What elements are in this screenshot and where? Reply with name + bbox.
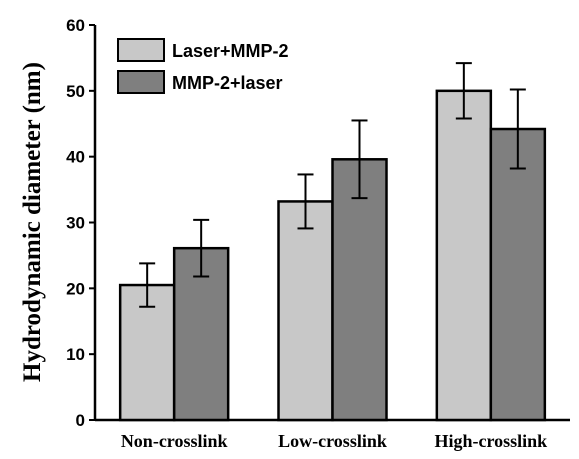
x-category-label: Low-crosslink: [278, 431, 387, 451]
y-axis-title: Hydrodynamic diameter (nm): [19, 62, 46, 382]
legend-swatch: [117, 38, 165, 62]
y-tick-label: 40: [66, 148, 85, 167]
x-categories: Non-crosslink Low-crosslink High-crosslink: [121, 431, 547, 451]
legend-swatch: [117, 70, 165, 94]
y-tick-label: 50: [66, 82, 85, 101]
bar-mmp2-laser: [331, 158, 388, 422]
y-tick-label: 60: [66, 16, 85, 35]
x-category-label: Non-crosslink: [121, 431, 228, 451]
bar-mmp2-laser: [489, 127, 547, 422]
bar-laser-mmp2: [277, 200, 334, 422]
legend-label: Laser+MMP-2: [172, 41, 289, 61]
y-ticks: 0 10 20 30 40 50 60: [66, 16, 95, 430]
y-tick-label: 10: [66, 345, 85, 364]
bars: [118, 89, 547, 422]
error-bars: [139, 62, 526, 308]
y-tick-label: 30: [66, 214, 85, 233]
y-tick-label: 0: [76, 411, 85, 430]
legend: Laser+MMP-2 MMP-2+laser: [117, 38, 289, 94]
x-category-label: High-crosslink: [434, 431, 547, 451]
bar-laser-mmp2: [435, 89, 493, 422]
y-tick-label: 20: [66, 279, 85, 298]
legend-label: MMP-2+laser: [172, 73, 283, 93]
